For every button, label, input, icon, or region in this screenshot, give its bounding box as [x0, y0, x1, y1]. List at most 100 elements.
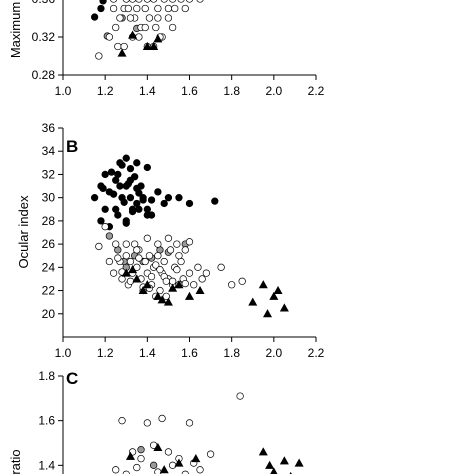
- data-point-open-circle: [152, 261, 160, 269]
- series-filled-triangle: [121, 265, 289, 318]
- data-point-filled-circle: [143, 163, 151, 172]
- data-point-open-circle: [185, 269, 194, 277]
- y-tick-label: 20: [42, 307, 56, 321]
- data-point-triangle: [153, 442, 163, 451]
- data-point-open-circle: [177, 0, 185, 3]
- series-open-circle: [95, 223, 246, 301]
- x-tick-label: 1.6: [181, 346, 198, 360]
- data-point-filled-circle: [135, 205, 143, 213]
- data-point-filled-circle: [97, 217, 105, 225]
- data-point-filled-circle: [99, 184, 107, 193]
- data-point-open-circle: [143, 419, 151, 427]
- data-point-open-circle: [181, 246, 189, 254]
- data-point-open-circle: [164, 448, 173, 456]
- data-point-filled-circle: [164, 194, 173, 202]
- data-point-open-circle: [164, 4, 173, 13]
- data-point-filled-circle: [109, 190, 118, 198]
- y-tick-label: 32: [42, 167, 56, 181]
- data-point-open-circle: [156, 286, 164, 295]
- series-filled-circle: [90, 154, 219, 231]
- data-point-open-circle: [105, 257, 114, 266]
- x-tick-label: 1.4: [139, 84, 156, 98]
- data-point-open-circle: [196, 0, 204, 3]
- series-gray-circle: [137, 446, 158, 469]
- data-point-triangle: [294, 458, 304, 467]
- y-tick-label: 36: [42, 121, 56, 135]
- data-point-open-circle: [166, 246, 175, 254]
- series-filled-triangle: [125, 442, 304, 474]
- x-tick-label: 1.8: [223, 84, 240, 98]
- data-point-filled-circle: [116, 182, 124, 190]
- data-point-open-circle: [126, 14, 135, 22]
- x-tick-label: 2.2: [308, 346, 325, 360]
- data-point-open-circle: [118, 417, 126, 425]
- data-point-open-circle: [164, 234, 173, 242]
- data-point-filled-circle: [154, 188, 162, 196]
- data-point-open-circle: [137, 454, 145, 463]
- data-point-open-circle: [135, 33, 143, 41]
- data-point-filled-circle: [133, 159, 141, 167]
- data-point-open-circle: [181, 279, 189, 288]
- x-tick-label: 1.2: [97, 346, 114, 360]
- data-point-open-circle: [185, 238, 194, 246]
- data-point-triangle: [153, 34, 163, 43]
- y-tick-label: 0.32: [32, 30, 56, 44]
- data-point-open-circle: [181, 470, 189, 474]
- data-point-triangle: [138, 285, 148, 295]
- data-point-open-circle: [160, 257, 168, 266]
- data-point-open-circle: [105, 33, 114, 41]
- data-point-open-circle: [154, 252, 162, 260]
- panel-1: 20 22 24 26 28 30 32 34 36 1.0 1.2 1.4 1.6 1.8 2.0 2.2 O…: [16, 121, 325, 360]
- data-point-open-circle: [185, 419, 194, 427]
- data-point-triangle: [273, 285, 283, 295]
- data-point-open-circle: [109, 269, 118, 277]
- data-point-triangle: [265, 460, 275, 469]
- data-point-filled-circle: [133, 184, 141, 193]
- data-point-filled-circle: [131, 173, 139, 181]
- data-point-open-circle: [129, 0, 137, 3]
- data-point-open-circle: [173, 240, 181, 248]
- data-point-open-circle: [118, 275, 126, 283]
- data-point-open-circle: [135, 254, 143, 262]
- y-tick-label: 0.36: [32, 0, 56, 6]
- data-point-open-circle: [160, 0, 168, 3]
- data-point-triangle: [163, 297, 173, 306]
- data-point-triangle: [121, 268, 131, 277]
- data-point-open-circle: [147, 272, 156, 281]
- panel-0: 0.28 0.32 0.36 1.0 1.2 1.4 1.6 1.8 2.0 2.2 Maximum: [8, 0, 325, 98]
- data-point-open-circle: [145, 14, 154, 22]
- data-point-filled-circle: [114, 211, 122, 219]
- data-point-open-circle: [169, 0, 177, 3]
- data-point-open-circle: [154, 240, 162, 248]
- y-tick-label: 1.8: [38, 369, 55, 383]
- x-tick-label: 2.0: [265, 346, 282, 360]
- data-point-triangle: [157, 295, 167, 304]
- data-point-triangle: [258, 447, 268, 456]
- x-tick-label: 1.8: [223, 346, 240, 360]
- data-point-triangle: [117, 48, 127, 57]
- panel-letter: B: [66, 137, 78, 156]
- data-point-open-circle: [181, 4, 189, 13]
- data-point-open-circle: [164, 14, 173, 22]
- data-point-open-circle: [110, 0, 118, 3]
- data-point-open-circle: [112, 23, 120, 32]
- data-point-open-circle: [122, 470, 130, 474]
- data-point-open-circle: [217, 263, 225, 271]
- data-point-triangle: [142, 41, 152, 51]
- data-point-open-circle: [150, 0, 158, 3]
- data-point-filled-circle: [97, 4, 105, 13]
- data-point-open-circle: [122, 240, 130, 248]
- data-point-open-circle: [171, 4, 179, 13]
- y-tick-label: 22: [42, 284, 56, 298]
- data-point-open-circle: [120, 42, 128, 51]
- data-point-filled-circle: [175, 194, 183, 202]
- x-tick-label: 1.0: [55, 346, 72, 360]
- data-point-open-circle: [194, 263, 202, 271]
- data-point-open-circle: [145, 252, 154, 260]
- y-axis-title: Maximum: [8, 2, 23, 58]
- data-point-open-circle: [228, 281, 236, 289]
- series-filled-triangle: [117, 30, 163, 57]
- data-point-triangle: [132, 274, 142, 283]
- data-point-triangle: [125, 451, 135, 460]
- data-point-open-circle: [114, 42, 122, 51]
